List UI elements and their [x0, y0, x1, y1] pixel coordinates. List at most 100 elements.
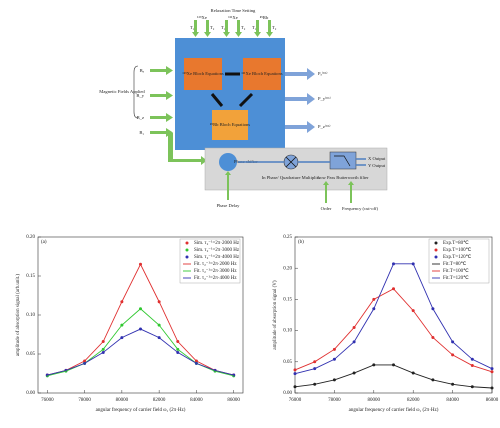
y-tick-label: 0.20 [283, 266, 292, 271]
fit-line [47, 328, 234, 376]
legend-swatch [434, 248, 438, 252]
block-label: ¹²⁹Xe Bloch Equations [182, 71, 224, 76]
panel-label: (b) [298, 240, 304, 245]
legend-label: Fit.T=80℃ [443, 261, 467, 267]
coupling-arrows [210, 72, 254, 108]
output-label: P_y⁽ᴿᵇ⁾ [318, 96, 331, 101]
legend-swatch [185, 255, 189, 259]
filter [329, 151, 357, 170]
y-axis-label: amplitude of absorption signal (V) [273, 280, 278, 349]
panel-label: (a) [41, 240, 47, 245]
time-label: ¹³¹Xe [228, 15, 238, 20]
t-label: T₁ [252, 25, 257, 30]
y-tick-label: 0.10 [26, 313, 35, 318]
x-tick-label: 80000 [116, 398, 129, 403]
y-tick-label: 0.20 [26, 235, 35, 240]
y-tick-label: 0.25 [283, 235, 292, 240]
x-axis-label: angular frequency of carrier field ω₁ (2… [96, 408, 186, 413]
output-label: Pₓ⁽ᴿᵇ⁾ [318, 71, 327, 76]
legend-swatch [185, 241, 189, 245]
output-arrows [285, 68, 315, 133]
x-tick-label: 84000 [190, 398, 203, 403]
input-label: B_y [136, 93, 144, 98]
x-tick-label: 78000 [78, 398, 91, 403]
block [212, 110, 248, 140]
y-axis-label: amplitude of absorption signal (arb.unit… [16, 274, 21, 357]
legend-label: Fit.T=100℃ [443, 268, 469, 274]
y-tick-label: 0.00 [26, 391, 35, 396]
filter-icon [334, 155, 351, 167]
x-tick-label: 80000 [368, 398, 381, 403]
signal-lines [238, 158, 366, 166]
x-tick-label: 86000 [227, 398, 240, 403]
y-tick-label: 0.10 [283, 329, 292, 334]
legend-label: Sim. τ₂⁻¹=2π·3000 Hz [194, 247, 240, 253]
fit-line [294, 263, 493, 375]
legend-label: Fit. τ₂⁻¹=2π·4000 Hz [194, 275, 237, 281]
time-label: ⁸⁵Rb [260, 15, 269, 20]
legend-label: Sim. τ₂⁻¹=2π·4000 Hz [194, 254, 240, 260]
t-label: T₁ [190, 25, 195, 30]
fit-line [47, 263, 234, 376]
y-tick-label: 0.00 [283, 391, 292, 396]
legend-label: Exp.T=80℃ [443, 240, 469, 246]
order: Order [321, 206, 332, 211]
phase-shifter [219, 153, 237, 171]
demod-box [204, 147, 388, 191]
y-output: Y Output [368, 163, 386, 168]
legend-label: Exp.T=120℃ [443, 254, 472, 260]
legend-box [179, 238, 241, 284]
fit-line [294, 364, 493, 389]
legend-swatch [434, 241, 438, 245]
legend-swatch [434, 255, 438, 259]
phase-delay: Phase Delay [217, 203, 241, 208]
input-label: B_z [137, 115, 144, 120]
t-label: T₂ [210, 25, 215, 30]
x-tick-label: 84000 [446, 398, 459, 403]
diagram: Relaxation Time Setting ¹²⁹Xe ¹³¹Xe ⁸⁵Rb… [99, 8, 388, 211]
diagram-title: Relaxation Time Setting [211, 8, 256, 13]
brace [133, 65, 139, 119]
delay-arrow [225, 171, 231, 200]
inputs-label: Magnetic Fields Applied [99, 89, 145, 94]
legend-box [428, 238, 490, 284]
block-label: ⁸⁵Rb Bloch Equations [210, 122, 250, 127]
legend-label: Sim. τ₂⁻¹=2π·2000 Hz [194, 240, 240, 246]
y-tick-label: 0.05 [283, 360, 292, 365]
multiplier-label: In Phase/ Quadrature Multiplier [262, 175, 321, 180]
x-tick-label: 76000 [41, 398, 54, 403]
x-tick-label: 76000 [289, 398, 302, 403]
freq-arrow [348, 181, 354, 203]
y-tick-label: 0.05 [26, 352, 35, 357]
t-label: T₁ [221, 25, 226, 30]
x-tick-label: 86000 [486, 398, 499, 403]
legend-label: Fit. τ₂⁻¹=2π·3000 Hz [194, 268, 237, 274]
y-tick-label: 0.15 [26, 274, 35, 279]
filter-label: Low Pass Butterworth filter [317, 175, 369, 180]
multiplier-cross [285, 156, 297, 168]
input-label: Bₓ [140, 68, 145, 73]
fit-line [294, 288, 493, 373]
legend-label: Fit.T=120℃ [443, 275, 469, 281]
legend-label: Exp.T=100℃ [443, 247, 472, 253]
frequency: Frequency (cut-off) [342, 206, 378, 211]
time-label: ¹²⁹Xe [197, 15, 207, 20]
legend-label: Fit. τ₂⁻¹=2π·2000 Hz [194, 261, 237, 267]
block [184, 58, 222, 90]
t-label: T₂ [272, 25, 277, 30]
x-output: X Output [368, 156, 386, 161]
plot-area [294, 236, 493, 394]
block [243, 58, 281, 90]
time-arrows [192, 20, 273, 37]
t-label: T₂ [241, 25, 246, 30]
input-arrows [150, 66, 207, 165]
x-tick-label: 78000 [328, 398, 341, 403]
y-tick-label: 0.15 [283, 298, 292, 303]
output-label: P_z⁽ᴿᵇ⁾ [318, 124, 330, 129]
x-tick-label: 82000 [153, 398, 166, 403]
input-label: B₁ [139, 130, 144, 135]
order-arrow [323, 181, 329, 203]
x-axis-label: angular frequency of carrier field ω₁ (2… [349, 408, 439, 413]
legend-swatch [185, 248, 189, 252]
